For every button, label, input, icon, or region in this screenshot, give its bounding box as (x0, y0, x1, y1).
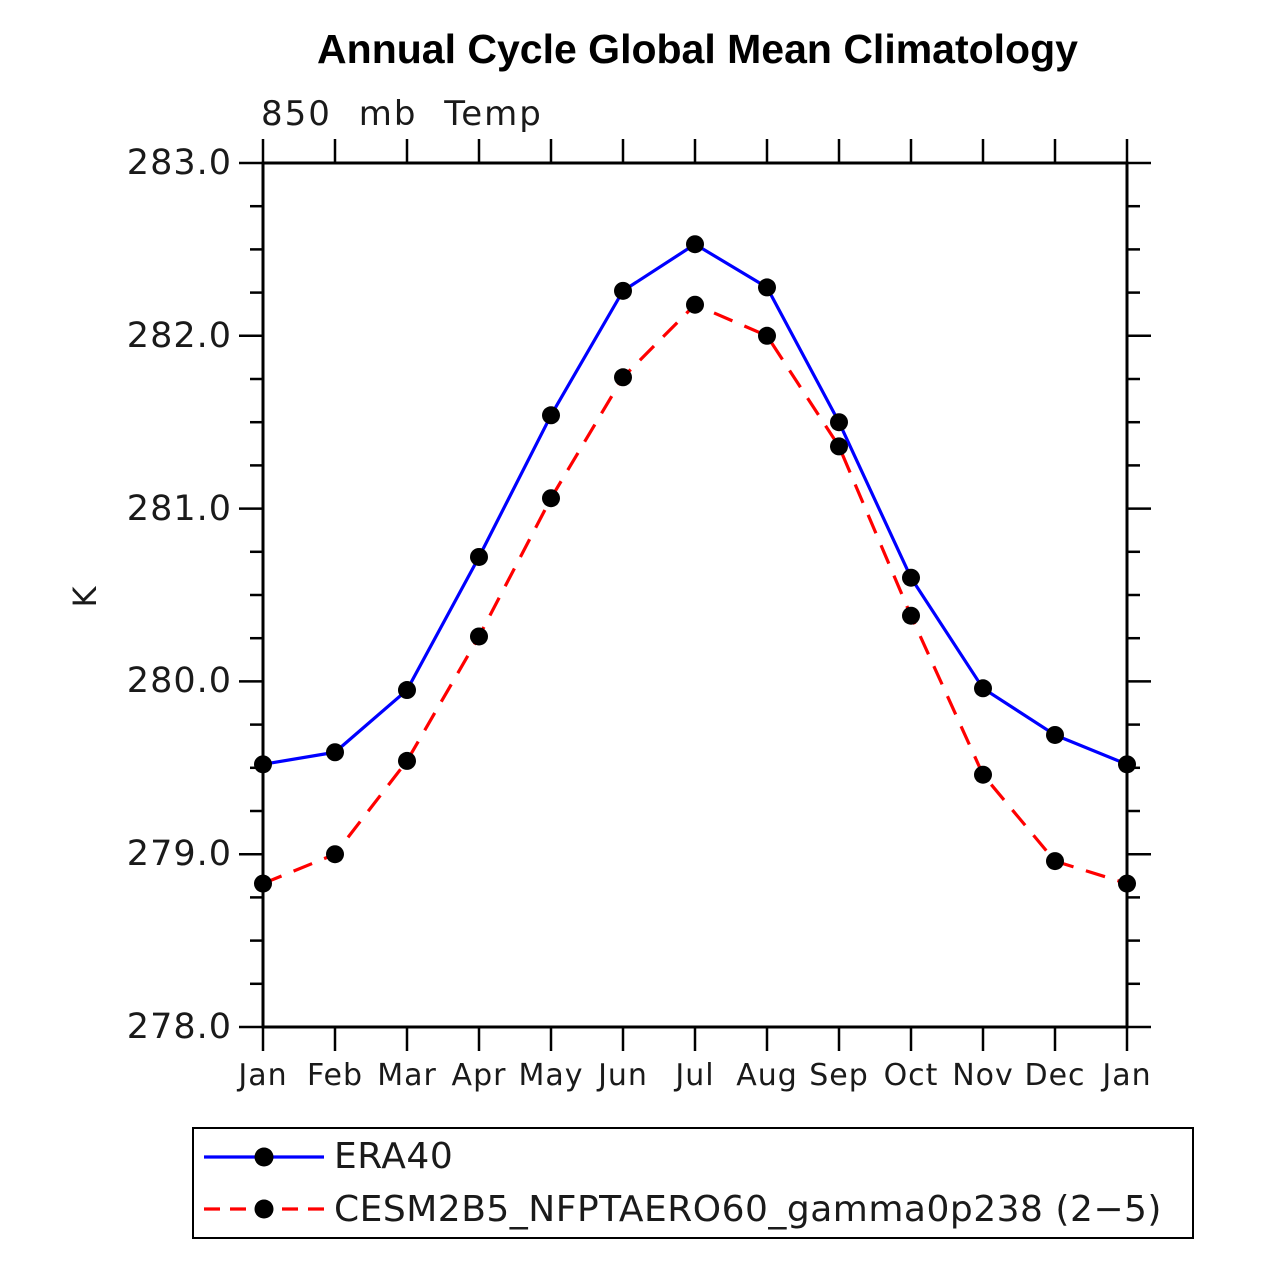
data-point-marker (974, 679, 992, 698)
x-tick-label: Apr (451, 1058, 507, 1093)
series-line-0 (262, 242, 1128, 766)
y-tick-label: 278.0 (126, 1007, 232, 1047)
data-point-marker (1118, 874, 1136, 893)
legend-label-era40: ERA40 (334, 1136, 454, 1178)
data-point-marker (326, 845, 344, 864)
data-point-marker (830, 437, 848, 456)
data-point-marker (902, 568, 920, 587)
data-point-marker (686, 235, 704, 254)
y-tick-label: 280.0 (126, 661, 232, 702)
legend: ERA40 CESM2B5_NFPTAERO60_gamma0p238 (2−5… (192, 1127, 1194, 1239)
x-tick-label: Jul (675, 1058, 715, 1093)
data-point-marker (470, 547, 488, 566)
cesm2b5-line-sample-icon (204, 1199, 324, 1219)
legend-item-era40: ERA40 (200, 1132, 1192, 1182)
data-point-marker (542, 489, 560, 508)
x-tick-label: Oct (883, 1058, 939, 1093)
legend-marker-icon (254, 1147, 274, 1167)
y-tick-label: 281.0 (126, 488, 232, 529)
legend-label-cesm2b5: CESM2B5_NFPTAERO60_gamma0p238 (2−5) (334, 1188, 1162, 1230)
data-point-marker (758, 326, 776, 345)
y-tick-label: 279.0 (126, 834, 232, 875)
data-point-marker (1118, 755, 1136, 774)
plot-frame (261, 161, 1129, 1029)
x-tick-label: Feb (306, 1058, 364, 1093)
data-point-marker (254, 874, 272, 893)
data-point-marker (830, 413, 848, 432)
data-point-marker (542, 406, 560, 425)
legend-marker-icon (254, 1199, 274, 1219)
y-tick-label: 282.0 (126, 315, 232, 356)
data-point-marker (902, 606, 920, 625)
x-tick-label: Jan (238, 1058, 288, 1093)
data-point-marker (470, 627, 488, 646)
era40-line-sample-icon (204, 1147, 324, 1167)
x-tick-label: Nov (952, 1058, 1014, 1093)
x-tick-label: Aug (736, 1058, 798, 1093)
x-tick-label: Dec (1024, 1058, 1086, 1093)
data-point-marker (398, 681, 416, 700)
data-point-marker (614, 368, 632, 387)
legend-item-cesm2b5: CESM2B5_NFPTAERO60_gamma0p238 (2−5) (200, 1184, 1192, 1234)
chart-title: Annual Cycle Global Mean Climatology (317, 26, 1078, 72)
x-tick-label: Jun (598, 1058, 648, 1093)
x-tick-label: Jan (1102, 1058, 1152, 1093)
data-point-marker (1046, 725, 1064, 744)
x-tick-label: Mar (377, 1058, 437, 1093)
data-point-marker (686, 295, 704, 314)
chart-subtitle: 850 mb Temp (261, 94, 543, 134)
data-point-marker (614, 281, 632, 300)
data-point-marker (254, 755, 272, 774)
data-point-marker (758, 278, 776, 297)
x-tick-label: Sep (809, 1058, 869, 1093)
data-point-marker (974, 765, 992, 784)
data-point-marker (398, 751, 416, 770)
series-line-1 (262, 303, 1128, 886)
data-point-marker (326, 743, 344, 762)
x-tick-label: May (518, 1058, 584, 1093)
data-point-marker (1046, 852, 1064, 871)
y-tick-label: 283.0 (126, 143, 232, 183)
